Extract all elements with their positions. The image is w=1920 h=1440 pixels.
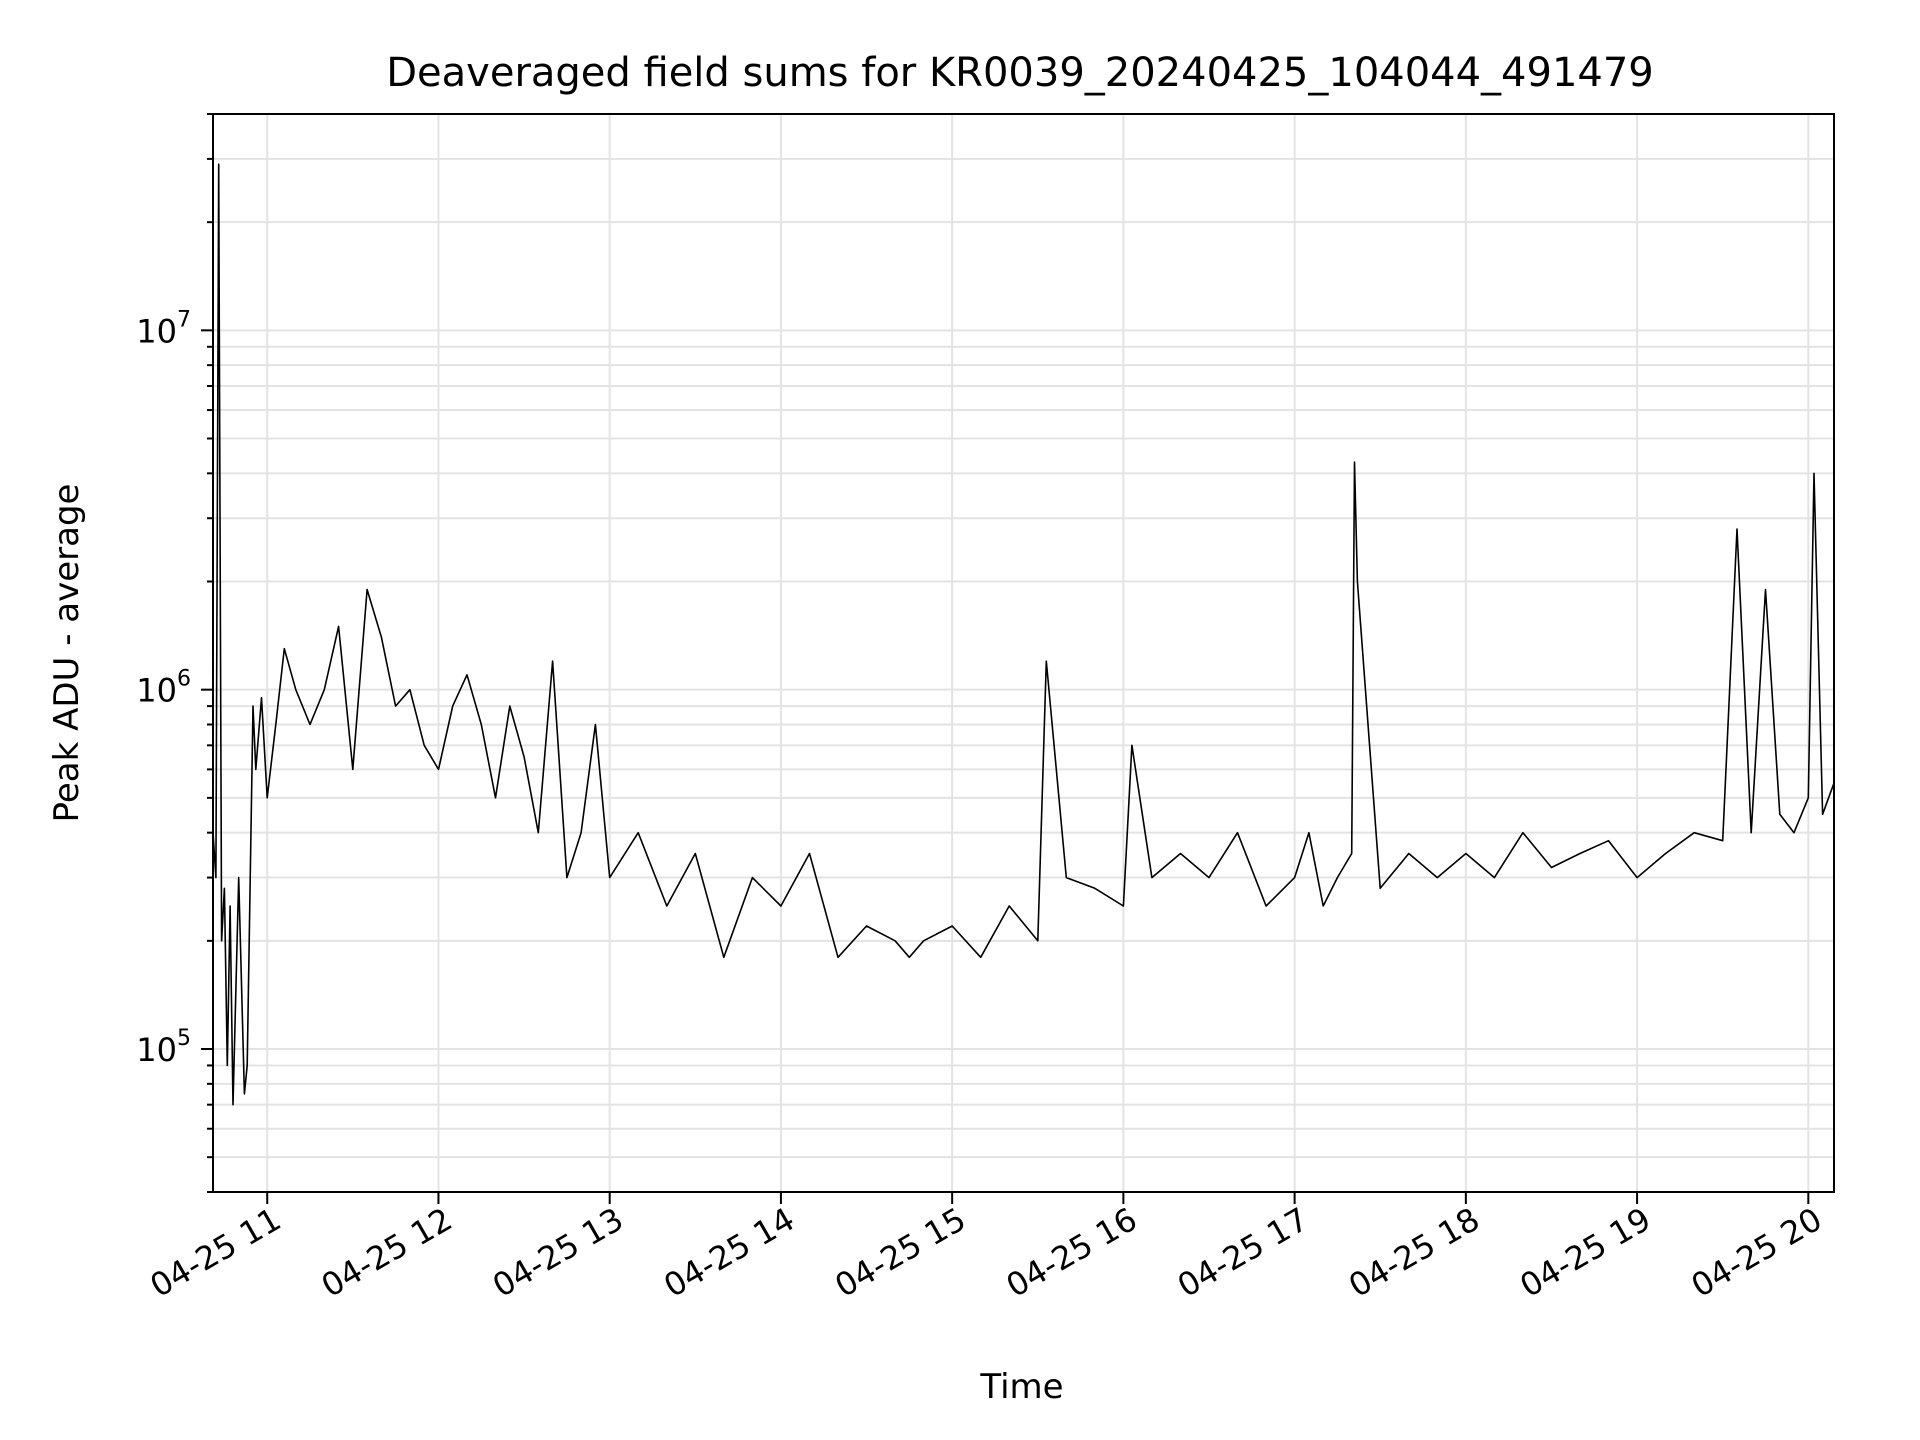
plot-frame: [212, 113, 1835, 1193]
y-tick-label: 105: [136, 1026, 191, 1069]
data-series: [212, 163, 1835, 1106]
x-axis-label: Time: [979, 1367, 1063, 1407]
chart-title: Deaveraged field sums for KR0039_2024042…: [386, 50, 1654, 96]
series-line: [212, 163, 1835, 1106]
y-axis-label: Peak ADU - average: [47, 484, 87, 823]
y-tick-label: 107: [136, 307, 191, 350]
y-tick-label: 106: [136, 667, 191, 710]
